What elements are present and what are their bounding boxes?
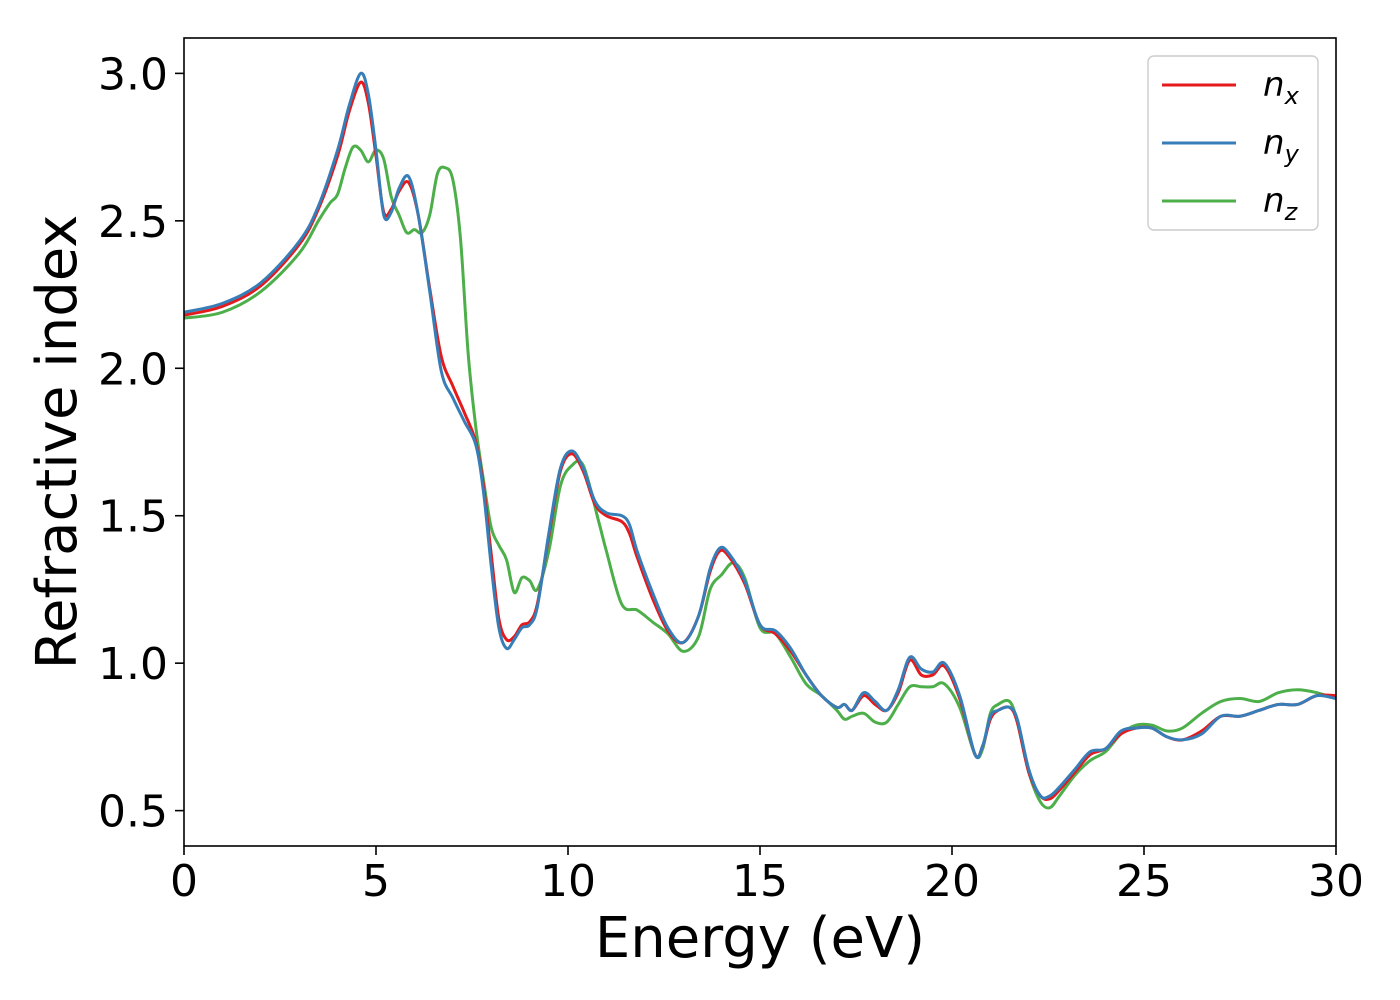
legend-label-z: nz	[1263, 181, 1299, 226]
x-tick-label: 30	[1308, 856, 1364, 907]
x-tick-label: 0	[170, 856, 198, 907]
y-tick-label: 2.0	[98, 344, 168, 395]
series-line-z	[184, 144, 1336, 810]
y-tick-label: 2.5	[98, 197, 168, 248]
y-tick-label: 3.0	[98, 49, 168, 100]
x-tick-label: 20	[924, 856, 980, 907]
legend-label-y: ny	[1263, 123, 1300, 168]
y-axis-label: Refractive index	[25, 215, 90, 670]
y-tick-label: 0.5	[98, 787, 168, 838]
series-layer	[184, 71, 1336, 810]
x-ticks: 0 5 10 15 20 25 30	[170, 846, 1364, 907]
x-axis-label: Energy (eV)	[595, 906, 925, 971]
series-line-y	[184, 71, 1336, 800]
legend-label-x: nx	[1263, 65, 1300, 110]
x-tick-label: 15	[732, 856, 788, 907]
x-tick-label: 25	[1116, 856, 1172, 907]
y-ticks: 0.5 1.0 1.5 2.0 2.5 3.0	[98, 49, 184, 838]
y-tick-label: 1.0	[98, 639, 168, 690]
y-tick-label: 1.5	[98, 492, 168, 543]
x-tick-label: 10	[540, 856, 596, 907]
x-tick-label: 5	[362, 856, 390, 907]
legend: nx ny nz	[1147, 55, 1319, 231]
